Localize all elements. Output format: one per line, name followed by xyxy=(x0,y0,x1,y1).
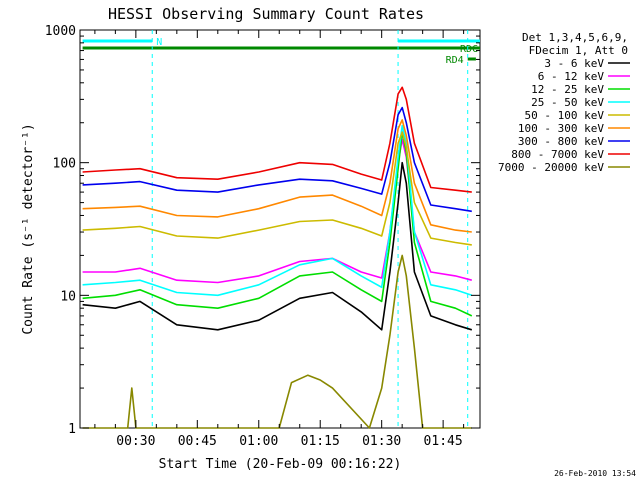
series-line xyxy=(82,124,473,297)
legend-label: 50 - 100 keV xyxy=(525,109,605,122)
x-axis-label: Start Time (20-Feb-09 00:16:22) xyxy=(159,457,402,472)
y-axis: 1 10 100 1000 xyxy=(45,24,480,437)
flag-label: RDC xyxy=(460,44,478,55)
series-lines xyxy=(82,86,473,429)
y-tick-label: 1 xyxy=(68,422,76,437)
legend-header: Det 1,3,4,5,6,9, xyxy=(522,31,628,44)
y-axis-label: Count Rate (s⁻¹ detector⁻¹) xyxy=(21,123,36,334)
series-line xyxy=(82,106,472,213)
x-tick-label: 01:00 xyxy=(239,434,278,449)
legend-label: 3 - 6 keV xyxy=(544,57,604,70)
legend-label: 800 - 7000 keV xyxy=(511,148,604,161)
series-line xyxy=(82,254,472,429)
legend-label: 12 - 25 keV xyxy=(531,83,604,96)
chart-title: HESSI Observing Summary Count Rates xyxy=(108,5,424,23)
legend-label: 300 - 800 keV xyxy=(518,135,604,148)
series-line xyxy=(82,161,473,331)
legend: Det 1,3,4,5,6,9,FDecim 1, Att 03 - 6 keV… xyxy=(498,31,630,174)
vertical-markers xyxy=(151,30,469,428)
legend-label: 100 - 300 keV xyxy=(518,122,604,135)
legend-label: 6 - 12 keV xyxy=(538,70,605,83)
x-tick-label: 00:45 xyxy=(178,434,217,449)
series-line xyxy=(82,119,472,233)
legend-label: 25 - 50 keV xyxy=(531,96,604,109)
y-tick-label: 100 xyxy=(53,157,76,172)
flag-label: RD4 xyxy=(446,55,464,66)
x-tick-label: 01:15 xyxy=(301,434,340,449)
series-line xyxy=(82,131,472,246)
x-tick-label: 01:45 xyxy=(424,434,463,449)
x-tick-label: 00:30 xyxy=(116,434,155,449)
timestamp: 26-Feb-2010 13:54 xyxy=(554,469,636,478)
x-axis: 00:30 00:45 01:00 01:15 01:30 01:45 xyxy=(94,30,465,449)
y-tick-label: 10 xyxy=(60,289,76,304)
y-tick-label: 1000 xyxy=(45,24,76,39)
legend-label: 7000 - 20000 keV xyxy=(498,161,604,174)
series-line xyxy=(82,86,472,193)
flag-label: N xyxy=(156,37,162,48)
x-tick-label: 01:30 xyxy=(362,434,401,449)
legend-header: FDecim 1, Att 0 xyxy=(529,44,628,57)
series-line xyxy=(82,131,473,317)
plot-frame xyxy=(79,29,481,429)
